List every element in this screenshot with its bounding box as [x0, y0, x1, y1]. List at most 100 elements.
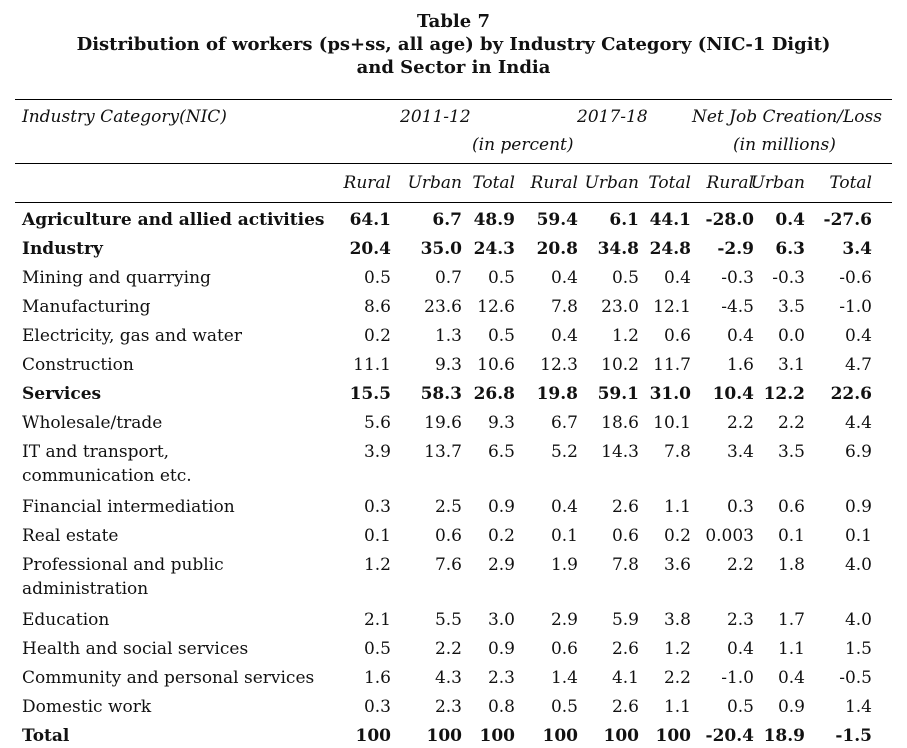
- subheader-total: Total: [829, 173, 872, 193]
- table-cell: 1.9: [550, 555, 578, 575]
- table-cell: 5.6: [363, 413, 391, 433]
- table-cell: 0.9: [844, 497, 872, 517]
- table-cell: 12.2: [763, 384, 805, 404]
- table-cell: 100: [426, 726, 463, 746]
- table-cell: 6.7: [432, 210, 462, 230]
- row-label: Manufacturing: [22, 297, 151, 317]
- row-label: Professional and public: [22, 555, 224, 575]
- table-cell: 12.1: [653, 297, 691, 317]
- table-cell: 10.4: [712, 384, 754, 404]
- header-rule: [15, 202, 892, 203]
- table-cell: 100: [655, 726, 692, 746]
- table-cell: 0.1: [777, 526, 805, 546]
- table-cell: 2.2: [434, 639, 462, 659]
- table-cell: 6.3: [775, 239, 805, 259]
- table-cell: 1.6: [726, 355, 754, 375]
- table-cell: 6.1: [609, 210, 639, 230]
- table-cell: 4.4: [844, 413, 872, 433]
- table-cell: 31.0: [649, 384, 691, 404]
- table-cell: 2.2: [726, 413, 754, 433]
- table-cell: 59.4: [536, 210, 578, 230]
- table-cell: 2.6: [611, 497, 639, 517]
- table-cell: 7.8: [663, 442, 691, 462]
- table-cell: 0.9: [487, 497, 515, 517]
- row-label: Health and social services: [22, 639, 249, 659]
- table-cell: 6.9: [844, 442, 872, 462]
- table-cell: 58.3: [420, 384, 462, 404]
- table-cell: 0.4: [726, 639, 754, 659]
- table-cell: 1.2: [363, 555, 391, 575]
- table-cell: 0.6: [611, 526, 639, 546]
- table-cell: -27.6: [823, 210, 872, 230]
- header-year-2017: 2017-18: [577, 107, 648, 127]
- subheader-rural: Rural: [530, 173, 578, 193]
- table-cell: 59.1: [597, 384, 639, 404]
- table-cell: 2.9: [550, 610, 578, 630]
- table-cell: 11.1: [353, 355, 391, 375]
- table-cell: 2.2: [663, 668, 691, 688]
- table-cell: 0.5: [611, 268, 639, 288]
- table-cell: 0.3: [363, 697, 391, 717]
- table-cell: 0.3: [726, 497, 754, 517]
- table-cell: 0.5: [550, 697, 578, 717]
- table-cell: 0.4: [777, 668, 805, 688]
- subheader-rural: Rural: [706, 173, 754, 193]
- table-cell: 24.8: [649, 239, 691, 259]
- header-unit-percent: (in percent): [472, 135, 574, 155]
- table-cell: 12.6: [477, 297, 515, 317]
- table-cell: 1.4: [844, 697, 872, 717]
- row-label: Wholesale/trade: [22, 413, 163, 433]
- table-cell: 6.5: [487, 442, 515, 462]
- table-cell: 9.3: [487, 413, 515, 433]
- table-cell: -0.6: [839, 268, 872, 288]
- table-cell: 0.4: [775, 210, 805, 230]
- table-cell: 3.8: [663, 610, 691, 630]
- row-label: Total: [22, 726, 70, 746]
- header-year-2011: 2011-12: [400, 107, 471, 127]
- table-cell: 0.1: [844, 526, 872, 546]
- row-label: Services: [22, 384, 102, 404]
- table-cell: 3.1: [777, 355, 805, 375]
- table-cell: 0.003: [705, 526, 754, 546]
- table-cell: 48.9: [473, 210, 515, 230]
- table-cell: 1.2: [663, 639, 691, 659]
- subheader-urban: Urban: [407, 173, 462, 193]
- row-label: administration: [22, 579, 149, 599]
- table-cell: 13.7: [424, 442, 462, 462]
- table-cell: 0.6: [777, 497, 805, 517]
- table-cell: 0.1: [363, 526, 391, 546]
- table-cell: 4.3: [434, 668, 462, 688]
- table-cell: 0.6: [434, 526, 462, 546]
- table-cell: 2.2: [726, 555, 754, 575]
- table-cell: 5.2: [550, 442, 578, 462]
- table-cell: -4.5: [721, 297, 754, 317]
- table-cell: 8.6: [363, 297, 391, 317]
- row-label: Domestic work: [22, 697, 152, 717]
- table-cell: 6.7: [550, 413, 578, 433]
- table-cell: 3.5: [777, 442, 805, 462]
- row-label: Industry: [22, 239, 103, 259]
- table-cell: 2.9: [487, 555, 515, 575]
- table-cell: -28.0: [705, 210, 754, 230]
- table-cell: 2.3: [434, 697, 462, 717]
- table-cell: 3.4: [726, 442, 754, 462]
- table-cell: 15.5: [349, 384, 391, 404]
- table-cell: 1.3: [434, 326, 462, 346]
- subheader-total: Total: [648, 173, 691, 193]
- table-cell: 0.9: [487, 639, 515, 659]
- top-rule: [15, 99, 892, 100]
- table-cell: 1.6: [363, 668, 391, 688]
- table-cell: 18.9: [763, 726, 805, 746]
- table-cell: 0.3: [363, 497, 391, 517]
- table-cell: 35.0: [420, 239, 462, 259]
- row-label: IT and transport,: [22, 442, 170, 462]
- table-cell: 9.3: [434, 355, 462, 375]
- table-cell: 3.6: [663, 555, 691, 575]
- table-cell: 20.8: [536, 239, 578, 259]
- table-cell: 2.3: [726, 610, 754, 630]
- table-cell: 34.8: [597, 239, 639, 259]
- table-cell: 0.1: [550, 526, 578, 546]
- row-label: Electricity, gas and water: [22, 326, 242, 346]
- table-cell: 19.6: [424, 413, 462, 433]
- subheader-urban: Urban: [584, 173, 639, 193]
